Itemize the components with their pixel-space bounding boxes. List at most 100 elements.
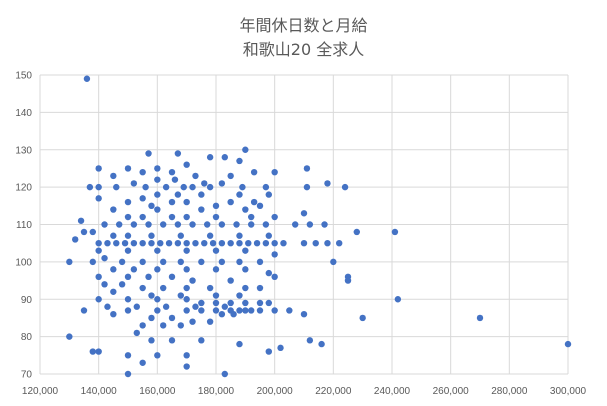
- data-point: [180, 183, 187, 191]
- data-point: [183, 239, 190, 247]
- data-point: [183, 352, 190, 359]
- y-tick-label: 90: [21, 295, 33, 306]
- data-point: [139, 195, 146, 202]
- data-point: [227, 299, 234, 307]
- data-point: [212, 266, 220, 273]
- data-point: [206, 183, 214, 191]
- data-point: [250, 168, 258, 176]
- data-point: [324, 239, 331, 247]
- data-point: [89, 258, 97, 266]
- data-point: [218, 311, 226, 318]
- data-point: [124, 296, 132, 303]
- x-tick-label: 160,000: [139, 386, 176, 397]
- data-point: [160, 221, 167, 228]
- data-point: [124, 370, 132, 378]
- data-point: [265, 191, 272, 198]
- data-point: [265, 348, 272, 355]
- data-point: [183, 247, 190, 254]
- data-point: [80, 307, 88, 314]
- data-point: [110, 206, 117, 213]
- data-point: [271, 213, 278, 221]
- data-point: [248, 221, 255, 228]
- data-point: [124, 232, 132, 239]
- x-tick-label: 200,000: [257, 386, 294, 397]
- data-point: [110, 172, 117, 180]
- data-point: [292, 221, 299, 228]
- data-point: [209, 239, 217, 247]
- y-tick-label: 140: [15, 108, 32, 119]
- data-point: [110, 266, 117, 273]
- data-point: [306, 337, 314, 344]
- data-point: [564, 340, 572, 348]
- data-point: [262, 183, 270, 191]
- data-point: [95, 247, 102, 254]
- data-point: [145, 273, 152, 281]
- data-point: [165, 239, 173, 247]
- data-point: [221, 154, 228, 161]
- data-point: [101, 254, 108, 262]
- data-point: [113, 183, 120, 191]
- data-point: [265, 269, 272, 277]
- data-point: [86, 183, 94, 191]
- data-point: [124, 307, 132, 314]
- data-point: [321, 221, 328, 228]
- data-point: [256, 307, 264, 314]
- data-point: [303, 165, 311, 172]
- y-tick-label: 150: [15, 71, 32, 82]
- data-point: [201, 180, 208, 187]
- data-point: [116, 221, 123, 228]
- data-point: [177, 322, 184, 329]
- data-point: [154, 165, 161, 172]
- chart-subtitle: 和歌山20 全求人: [242, 40, 365, 59]
- data-point: [104, 239, 111, 247]
- data-point: [198, 206, 205, 213]
- data-point: [277, 344, 284, 352]
- data-point: [391, 228, 399, 236]
- data-point: [154, 307, 161, 314]
- data-point: [95, 165, 102, 172]
- data-point: [130, 239, 138, 247]
- data-point: [113, 239, 120, 247]
- data-point: [230, 311, 237, 318]
- data-point: [218, 221, 226, 228]
- data-point: [248, 307, 255, 314]
- data-point: [177, 292, 184, 299]
- data-point: [212, 292, 220, 299]
- data-point: [201, 239, 208, 247]
- y-tick-label: 100: [15, 257, 32, 268]
- data-point: [154, 191, 161, 198]
- data-point: [89, 228, 97, 236]
- x-tick-label: 240,000: [374, 386, 411, 397]
- data-point: [124, 273, 132, 281]
- data-point: [236, 232, 243, 239]
- data-point: [130, 266, 138, 273]
- data-point: [168, 273, 176, 281]
- data-point: [300, 311, 308, 318]
- data-point: [66, 258, 73, 266]
- x-tick-label: 180,000: [198, 386, 235, 397]
- data-point: [198, 299, 205, 307]
- data-point: [236, 292, 243, 299]
- x-tick-label: 300,000: [550, 386, 587, 397]
- data-point: [139, 322, 146, 329]
- data-point: [124, 165, 132, 172]
- data-point: [324, 180, 331, 187]
- data-point: [359, 314, 366, 322]
- data-point: [236, 157, 243, 165]
- data-point: [198, 337, 205, 344]
- data-point: [239, 183, 246, 191]
- data-point: [183, 213, 190, 221]
- data-point: [183, 284, 190, 292]
- data-point: [250, 198, 258, 206]
- data-point: [142, 183, 149, 191]
- data-point: [171, 176, 179, 183]
- data-point: [95, 195, 102, 202]
- data-point: [174, 191, 182, 198]
- data-point: [242, 307, 249, 314]
- data-point: [145, 221, 152, 228]
- data-point: [271, 307, 278, 314]
- data-point: [253, 239, 261, 247]
- data-point: [174, 221, 182, 228]
- data-point: [198, 307, 205, 314]
- data-point: [394, 296, 402, 303]
